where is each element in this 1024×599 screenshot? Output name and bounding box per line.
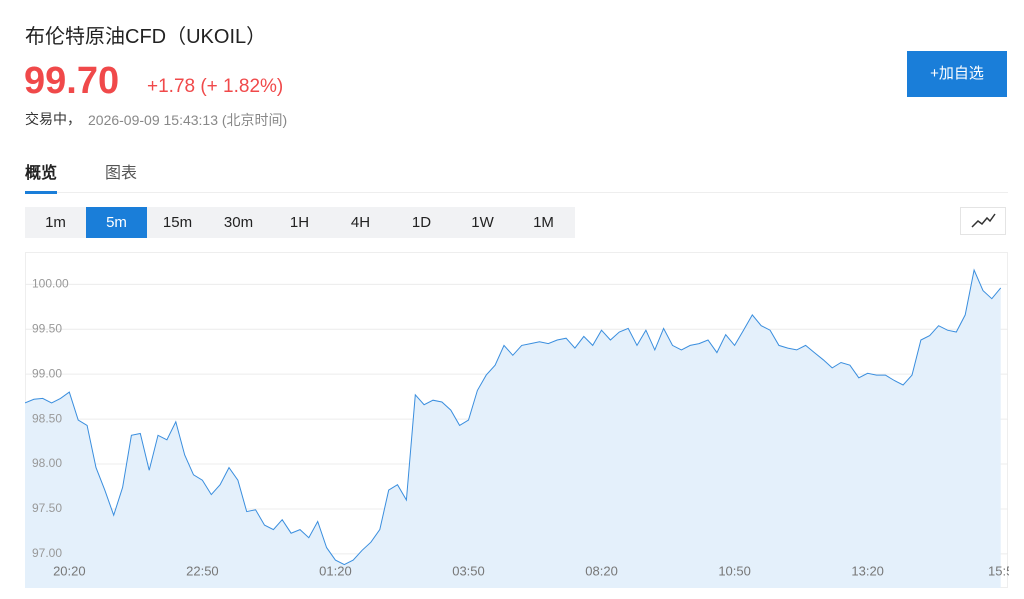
tab[interactable]: 图表 — [105, 165, 138, 182]
y-tick-label: 100.00 — [32, 277, 69, 291]
chart-type-button[interactable] — [960, 207, 1006, 235]
interval-button[interactable]: 1D — [411, 214, 432, 231]
chart: 97.00 97.50 98.00 98.50 99.00 99.50 100.00 20:2… — [25, 252, 1009, 588]
interval-button[interactable]: 1m — [45, 214, 66, 231]
x-tick-label: 22:50 — [186, 563, 219, 578]
x-tick-label: 15:5 — [988, 563, 1009, 578]
price: 99.70 — [24, 60, 120, 102]
x-tick-label: 01:20 — [319, 563, 352, 578]
title: 布伦特原油CFD（UKOIL） — [25, 26, 267, 48]
status: 交易中， — [25, 111, 81, 127]
interval-button[interactable]: 1W — [471, 214, 494, 231]
y-tick-label: 98.50 — [32, 411, 62, 425]
change-value: +1.78 — [147, 76, 196, 97]
tab[interactable]: 概览 — [25, 159, 58, 194]
interval-button[interactable]: 1H — [289, 214, 310, 231]
timestamp: 2026-09-09 15:43:13 (北京时间) — [88, 112, 288, 128]
interval-button[interactable]: 4H — [350, 214, 371, 231]
y-tick-label: 99.50 — [32, 321, 62, 335]
line-icon — [971, 213, 996, 228]
add-button[interactable]: +加自选 — [907, 51, 1007, 97]
x-tick-label: 10:50 — [718, 563, 751, 578]
interval-button[interactable]: 15m — [162, 214, 193, 231]
tab-bar: 概览 图表 — [25, 157, 1008, 194]
interval-bar: 1m 5m 15m 30m 1H 4H 1D 1W 1M — [25, 207, 575, 238]
y-tick-label: 99.00 — [32, 366, 62, 380]
x-tick-label: 08:20 — [585, 563, 618, 578]
x-tick-label: 20:20 — [53, 563, 86, 578]
change: +1.78 (+ 1.82%) — [147, 76, 283, 98]
price-line — [25, 268, 1002, 566]
interval-button[interactable]: 30m — [223, 214, 254, 231]
area-fill — [25, 270, 1001, 588]
interval-button[interactable]: 5m — [86, 207, 147, 238]
interval-button[interactable]: 1M — [533, 214, 554, 231]
y-tick-label: 98.00 — [32, 456, 62, 470]
y-tick-label: 97.00 — [32, 546, 62, 560]
change-pct: (+ 1.82%) — [200, 76, 284, 97]
x-tick-label: 03:50 — [452, 563, 485, 578]
y-tick-label: 97.50 — [32, 501, 62, 515]
x-tick-label: 13:20 — [851, 563, 884, 578]
